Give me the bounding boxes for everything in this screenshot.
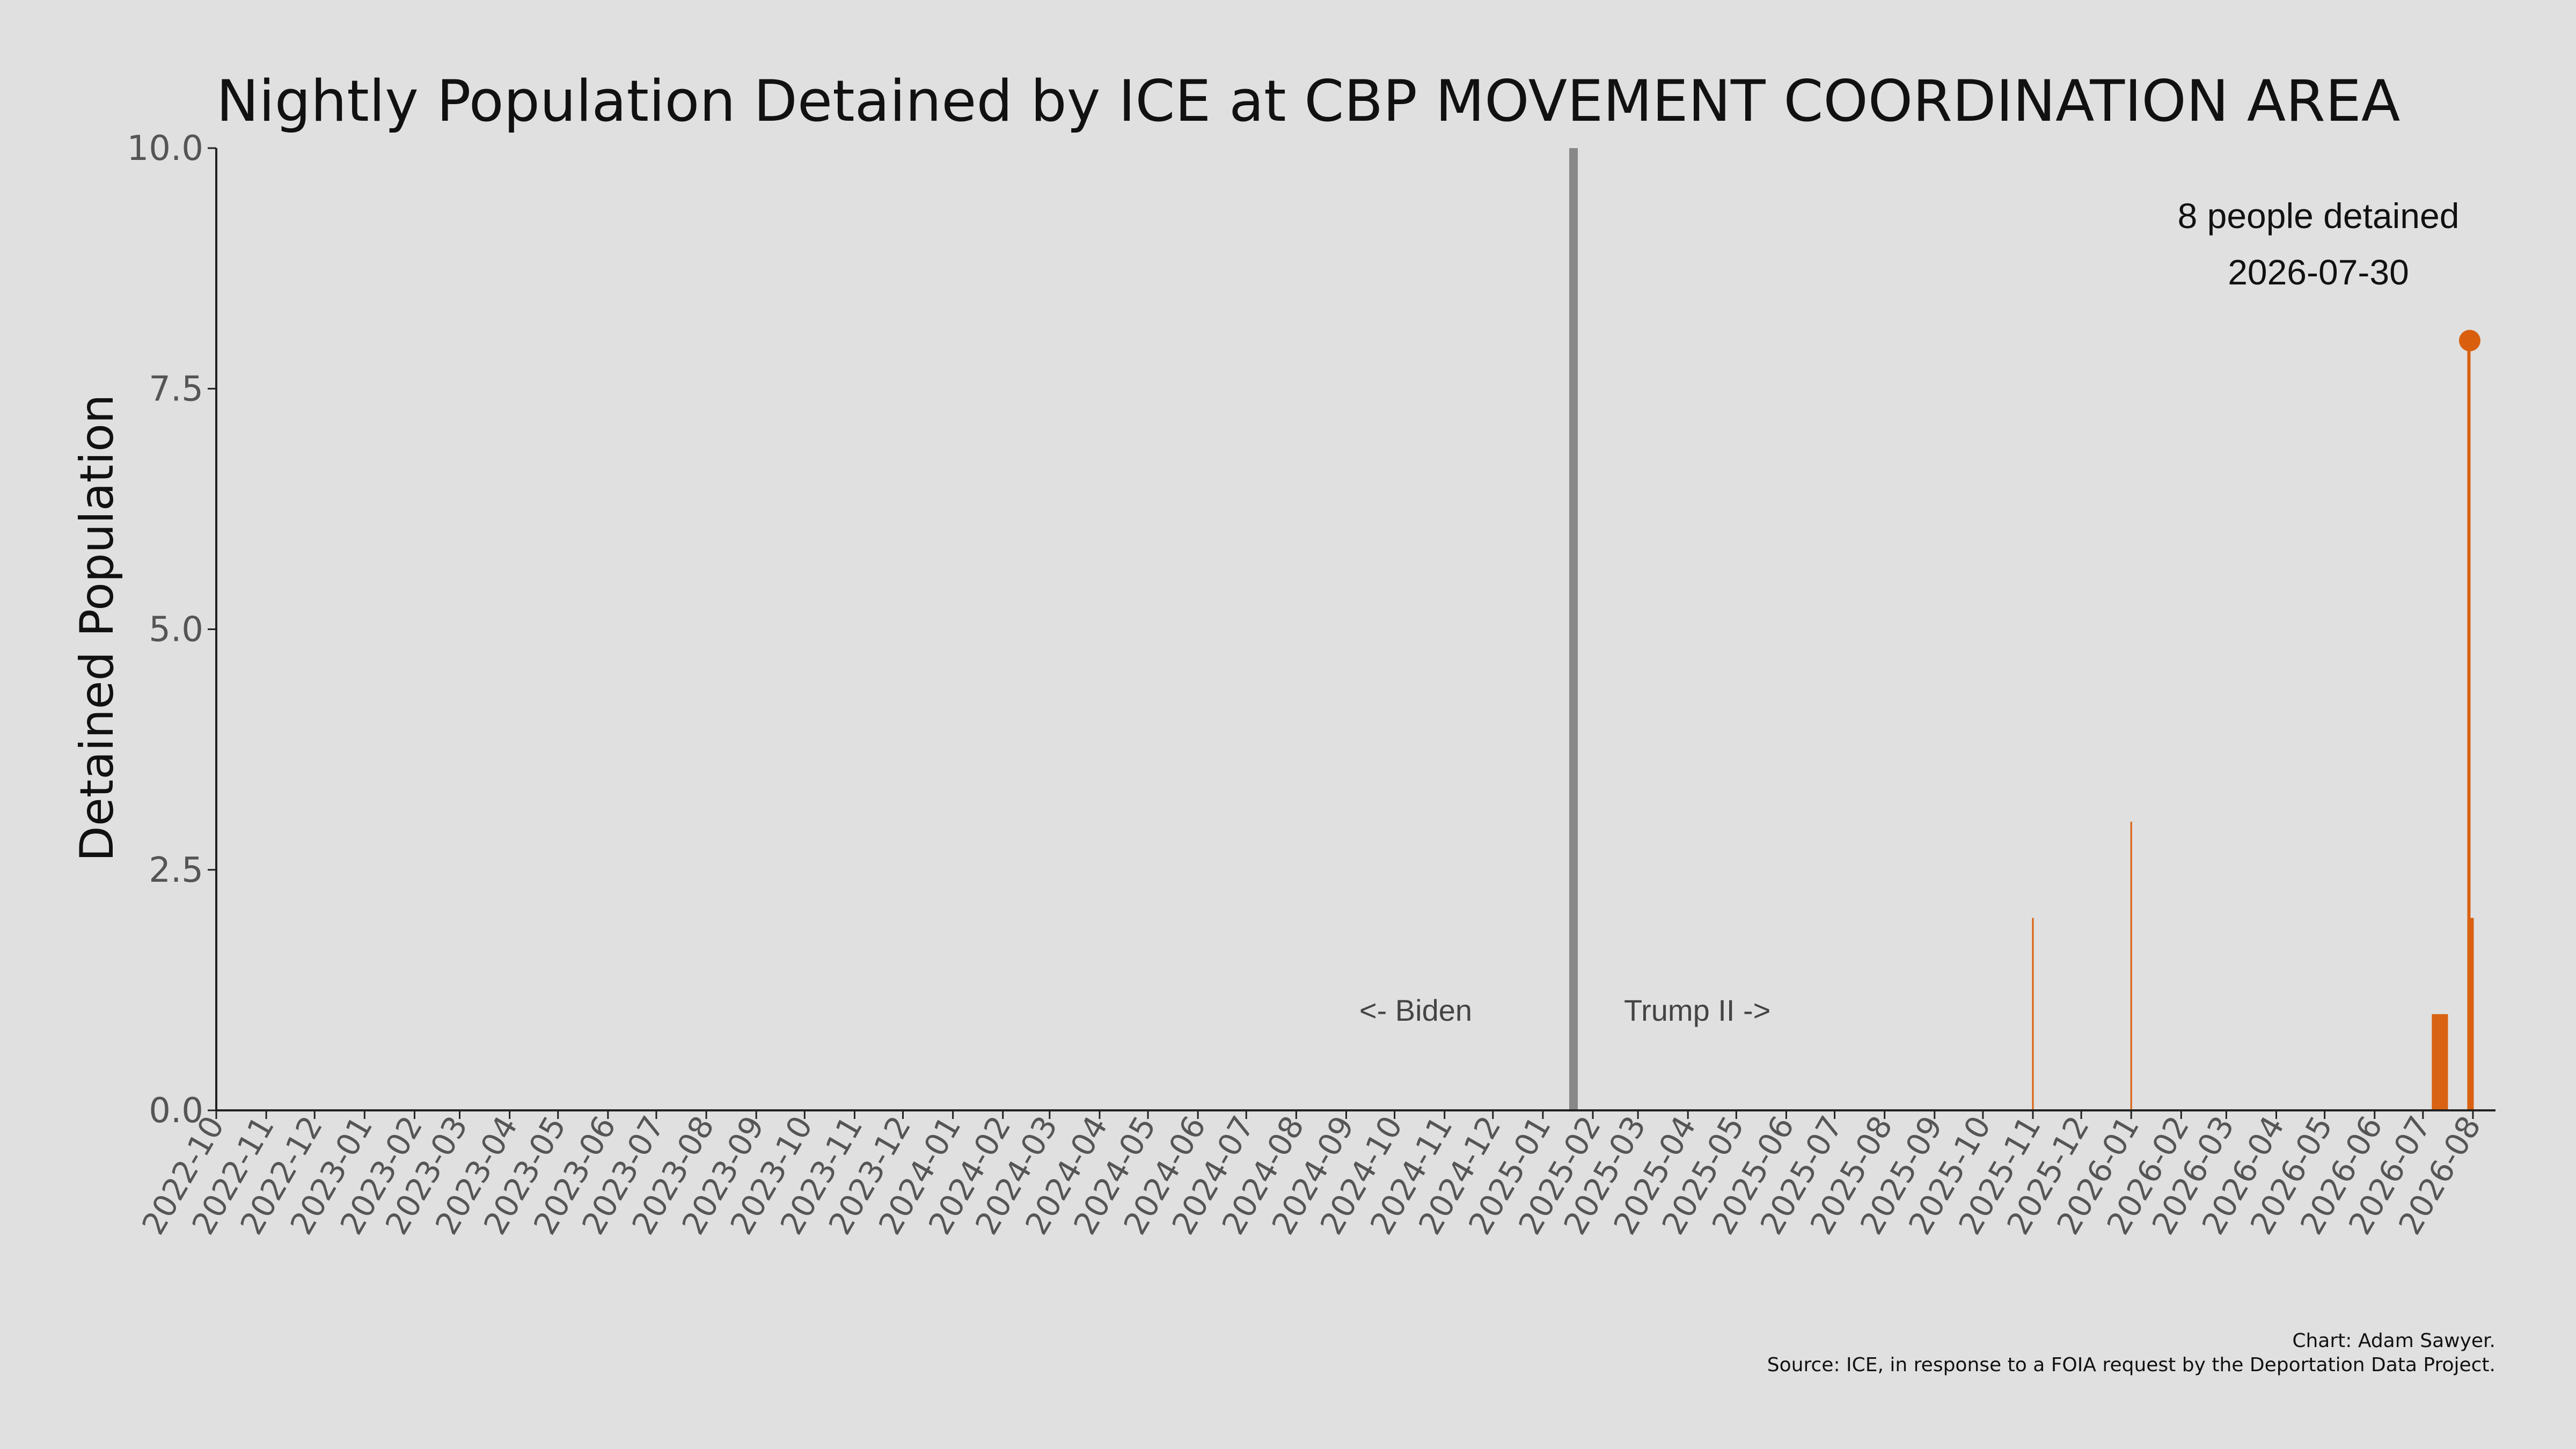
bar xyxy=(2467,340,2469,1110)
bar xyxy=(2470,918,2472,1110)
bar xyxy=(2032,918,2034,1110)
bar xyxy=(2433,1014,2435,1110)
x-axis-ticks: 2022-102022-112022-122023-012023-022023-… xyxy=(135,1110,2488,1241)
y-axis-ticks: 0.0 2.5 5.0 7.5 10.0 xyxy=(127,129,216,1131)
era-label-trump: Trump II -> xyxy=(1624,993,1770,1027)
bar xyxy=(2438,1014,2440,1110)
y-tick-label: 7.5 xyxy=(149,369,203,409)
bar xyxy=(2436,1014,2439,1110)
bars xyxy=(2032,340,2474,1110)
callout-count: 8 people detained xyxy=(2178,196,2460,236)
y-axis-label: Detained Population xyxy=(70,394,124,862)
bar xyxy=(2469,340,2471,1110)
era-label-biden: <- Biden xyxy=(1359,993,1472,1027)
credit-source: Source: ICE, in response to a FOIA reque… xyxy=(1767,1354,2496,1376)
y-tick-label: 2.5 xyxy=(149,851,203,890)
annotations xyxy=(1569,148,2480,1110)
y-tick-label: 10.0 xyxy=(127,129,204,169)
bar xyxy=(2446,1014,2448,1110)
credit-author: Chart: Adam Sawyer. xyxy=(2292,1330,2496,1352)
bar xyxy=(2432,1014,2434,1110)
bar xyxy=(2435,1014,2437,1110)
bar xyxy=(2472,918,2474,1110)
y-tick-label: 0.0 xyxy=(149,1091,203,1131)
callout-marker xyxy=(2458,330,2480,352)
bar xyxy=(2130,822,2132,1110)
bar xyxy=(2440,1014,2442,1110)
bar xyxy=(2441,1014,2443,1110)
chart-title: Nightly Population Detained by ICE at CB… xyxy=(216,68,2400,134)
bar xyxy=(2445,1014,2447,1110)
y-tick-label: 5.0 xyxy=(149,610,203,650)
bar xyxy=(2443,1014,2445,1110)
callout-date: 2026-07-30 xyxy=(2228,252,2409,292)
